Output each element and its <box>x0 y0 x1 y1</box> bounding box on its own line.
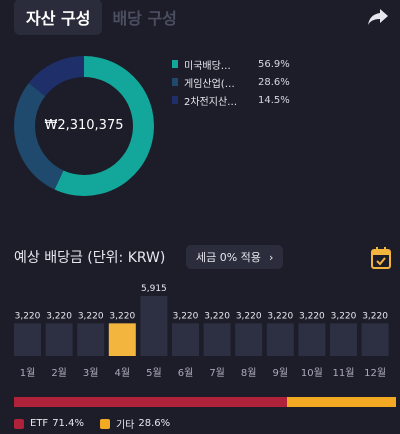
legend-swatch <box>172 96 178 104</box>
donut-slice <box>28 56 84 96</box>
breakdown-segment-etc <box>286 397 396 407</box>
bar-12월[interactable] <box>361 323 389 356</box>
month-label: 6월 <box>178 367 194 379</box>
legend-percent: 56.9% <box>258 58 290 70</box>
legend-item[interactable]: 2차전지산… 14.5% <box>172 91 392 109</box>
calendar-icon[interactable] <box>370 246 392 270</box>
breakdown-percent: 28.6% <box>138 418 171 429</box>
bar-value-label: 3,220 <box>46 311 72 321</box>
composition-legend: 미국배당… 56.9% 게임산업(… 28.6% 2차전지산… 14.5% <box>172 55 392 109</box>
bar-value-label: 3,220 <box>173 311 199 321</box>
total-asset-value: ₩2,310,375 <box>44 118 124 133</box>
breakdown-legend-item: 기타 28.6% <box>99 416 171 431</box>
legend-label: 2차전지산… <box>184 96 238 108</box>
month-label: 11월 <box>333 367 355 379</box>
bar-value-label: 3,220 <box>299 311 325 321</box>
month-label: 2월 <box>51 367 67 379</box>
month-label: 7월 <box>209 367 225 379</box>
chevron-right-icon: › <box>268 250 274 264</box>
dividend-section-title: 예상 배당금 (단위: KRW) <box>14 250 166 266</box>
legend-swatch <box>99 418 110 429</box>
bar-6월[interactable] <box>172 323 199 356</box>
legend-percent: 28.6% <box>258 76 290 88</box>
month-label: 8월 <box>241 367 257 379</box>
bar-value-label: 3,220 <box>109 311 135 321</box>
bar-10월[interactable] <box>298 323 326 356</box>
tab-dividend-composition[interactable]: 배당 구성 <box>112 9 177 28</box>
bar-7월[interactable] <box>203 323 231 356</box>
dividend-breakdown-bar <box>14 397 396 407</box>
breakdown-label: 기타 <box>115 420 135 431</box>
bar-9월[interactable] <box>266 323 294 356</box>
month-label: 12월 <box>364 367 386 379</box>
bar-value-label: 3,220 <box>236 311 262 321</box>
breakdown-percent: 71.4% <box>52 418 84 429</box>
month-label: 5월 <box>146 367 162 379</box>
bar-1월[interactable] <box>14 323 41 356</box>
legend-label: 게임산업(… <box>184 78 235 90</box>
bar-11월[interactable] <box>330 323 357 356</box>
bar-value-label: 3,220 <box>267 311 293 321</box>
bar-2월[interactable] <box>45 323 73 356</box>
month-label: 9월 <box>273 367 289 379</box>
bar-5월[interactable] <box>140 296 168 356</box>
bar-value-label: 3,220 <box>362 311 388 321</box>
asset-donut-chart <box>14 56 154 196</box>
breakdown-label: ETF <box>30 418 49 429</box>
month-label: 4월 <box>115 367 131 379</box>
bar-value-label: 3,220 <box>204 311 230 321</box>
tab-asset-composition[interactable]: 자산 구성 <box>14 0 103 35</box>
legend-percent: 14.5% <box>258 94 290 106</box>
breakdown-legend: ETF 71.4% 기타 28.6% <box>14 416 186 431</box>
legend-label: 미국배당… <box>184 60 231 72</box>
bar-4월[interactable] <box>108 323 136 356</box>
share-icon[interactable] <box>366 4 390 28</box>
bar-3월[interactable] <box>77 323 105 356</box>
legend-item[interactable]: 미국배당… 56.9% <box>172 55 392 73</box>
breakdown-legend-item: ETF 71.4% <box>14 418 84 429</box>
bar-value-label: 3,220 <box>15 311 41 321</box>
legend-swatch <box>172 60 178 68</box>
bar-value-label: 3,220 <box>78 311 104 321</box>
bar-8월[interactable] <box>235 323 263 356</box>
donut-slice <box>54 56 154 196</box>
month-label: 10월 <box>301 367 323 379</box>
breakdown-segment-etf <box>14 397 287 407</box>
donut-slice <box>14 83 64 190</box>
tax-apply-button[interactable]: 세금 0% 적용 › <box>186 245 284 269</box>
bar-value-label: 5,915 <box>141 284 167 294</box>
tax-apply-label: 세금 0% 적용 <box>196 251 261 264</box>
month-label: 1월 <box>20 367 36 379</box>
bar-value-label: 3,220 <box>331 311 357 321</box>
legend-swatch <box>14 418 24 429</box>
legend-item[interactable]: 게임산업(… 28.6% <box>172 73 392 91</box>
monthly-dividend-chart: 3,220 1월 3,220 2월 3,220 3월 3,220 4월 5,915 5월 3,220… <box>14 284 389 379</box>
legend-swatch <box>172 78 178 86</box>
tab-bar: 자산 구성 배당 구성 <box>14 0 189 35</box>
month-label: 3월 <box>83 367 99 379</box>
